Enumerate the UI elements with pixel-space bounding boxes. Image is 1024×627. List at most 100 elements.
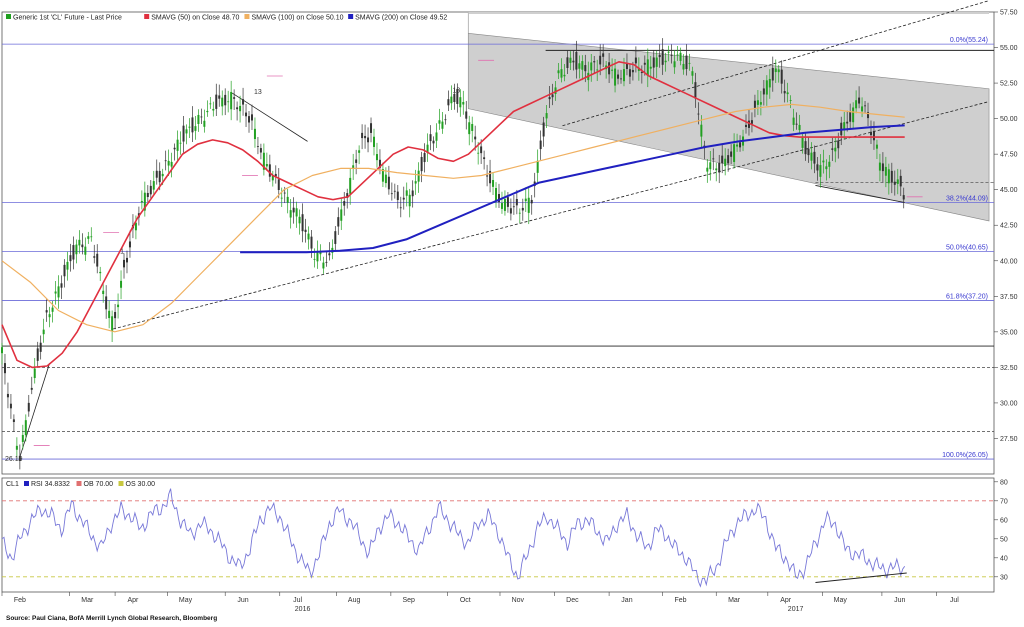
main-ytick-label-4: 37.50 xyxy=(1000,294,1018,301)
price-candle-body xyxy=(682,63,685,70)
price-candle-body xyxy=(402,197,405,200)
main-legend-label-1: SMAVG (50) on Close 48.70 xyxy=(151,15,239,22)
price-candle-body xyxy=(819,165,822,177)
price-candle-body xyxy=(721,155,724,164)
price-candle-body xyxy=(658,54,661,58)
price-candle-body xyxy=(521,207,524,211)
price-candle-body xyxy=(102,290,105,295)
price-candle-body xyxy=(417,170,420,182)
xtick-label-3: May xyxy=(179,597,193,604)
price-candle-body xyxy=(114,311,117,319)
price-candle-body xyxy=(480,146,483,154)
price-candle-body xyxy=(414,181,417,184)
price-candle-body xyxy=(343,201,346,206)
price-candle-body xyxy=(813,151,816,164)
price-candle-body xyxy=(685,55,688,70)
price-candle-body xyxy=(218,95,221,99)
td-count-13-jun: 13 xyxy=(254,89,262,96)
main-legend-label-0: Generic 1st 'CL' Future - Last Price xyxy=(13,15,122,22)
price-candle-body xyxy=(170,161,173,167)
price-candle-body xyxy=(462,101,465,105)
price-candle-body xyxy=(9,403,12,409)
price-candle-body xyxy=(745,124,747,128)
price-candle-body xyxy=(367,137,370,143)
price-candle-body xyxy=(215,94,218,109)
price-candle-body xyxy=(322,262,325,269)
price-candle-body xyxy=(486,175,489,177)
fib-label-0: 0.0%(55.24) xyxy=(950,37,988,44)
price-candle-body xyxy=(399,207,402,209)
price-candle-body xyxy=(527,197,530,213)
td-count-13-oct: 13 xyxy=(452,87,460,94)
price-candle-body xyxy=(227,101,230,103)
price-candle-body xyxy=(15,445,18,450)
price-candle-body xyxy=(146,192,149,198)
price-candle-body xyxy=(843,122,846,131)
main-ytick-label-12: 57.50 xyxy=(1000,10,1018,17)
price-candle-body xyxy=(393,190,396,192)
price-candle-body xyxy=(289,210,292,218)
price-candle-body xyxy=(691,71,694,76)
main-legend-swatch-0 xyxy=(6,14,11,19)
price-candle-body xyxy=(465,111,468,119)
price-candle-body xyxy=(396,191,399,201)
price-candle-body xyxy=(212,108,215,111)
price-candle-body xyxy=(429,134,432,142)
price-candle-body xyxy=(405,190,408,196)
price-candle-body xyxy=(495,188,498,201)
price-candle-body xyxy=(230,91,233,110)
price-candle-body xyxy=(477,152,480,154)
td-count-1-apr: 1 xyxy=(120,249,124,256)
rsi-trendline xyxy=(815,572,907,583)
price-candle-body xyxy=(66,261,69,270)
price-candle-body xyxy=(239,105,242,112)
price-candle-body xyxy=(893,181,896,185)
price-candle-body xyxy=(780,69,783,84)
fib-label-2: 50.0%(40.65) xyxy=(946,245,988,252)
price-candle-body xyxy=(551,94,554,98)
price-candle-body xyxy=(831,148,834,150)
price-candle-body xyxy=(259,148,262,153)
price-candle-body xyxy=(328,253,331,256)
price-candle-body xyxy=(111,316,114,332)
price-candle-body xyxy=(164,160,167,162)
price-candle-body xyxy=(822,160,825,163)
fib-label-4: 100.0%(26.05) xyxy=(942,452,988,459)
price-candle-body xyxy=(248,116,251,123)
price-candle-body xyxy=(625,63,628,69)
price-candle-body xyxy=(236,107,239,110)
price-candle-body xyxy=(724,158,727,167)
price-candle-body xyxy=(789,100,792,101)
price-candle-body xyxy=(185,129,188,134)
price-candle-body xyxy=(575,51,578,70)
price-candle-body xyxy=(176,139,179,151)
price-candle-body xyxy=(295,208,298,217)
price-candle-body xyxy=(337,217,340,227)
main-ytick-label-5: 40.00 xyxy=(1000,258,1018,265)
price-candle-body xyxy=(739,142,742,148)
price-candle-body xyxy=(459,97,462,108)
sma100-line xyxy=(1,103,905,333)
xtick-label-12: Feb xyxy=(674,597,686,604)
price-candle-body xyxy=(152,181,155,190)
price-candle-body xyxy=(774,68,777,73)
price-candle-body xyxy=(706,167,709,172)
price-candle-body xyxy=(890,170,893,182)
price-candle-body xyxy=(87,236,90,239)
price-candle-body xyxy=(233,97,236,99)
price-candle-body xyxy=(197,114,200,124)
xtick-label-2: Apr xyxy=(127,597,139,604)
price-candle-body xyxy=(503,198,506,211)
price-candle-body xyxy=(581,61,584,70)
price-candle-body xyxy=(620,78,623,80)
price-candle-body xyxy=(777,69,780,73)
price-candle-body xyxy=(179,142,182,144)
price-candle-body xyxy=(378,159,381,168)
price-candle-body xyxy=(444,119,447,121)
price-candle-body xyxy=(301,214,304,232)
price-candle-body xyxy=(539,140,542,150)
rsi-ytick-label-4: 70 xyxy=(1000,498,1008,505)
price-candle-body xyxy=(864,105,867,107)
price-candle-body xyxy=(676,54,679,56)
price-candle-body xyxy=(352,165,355,169)
